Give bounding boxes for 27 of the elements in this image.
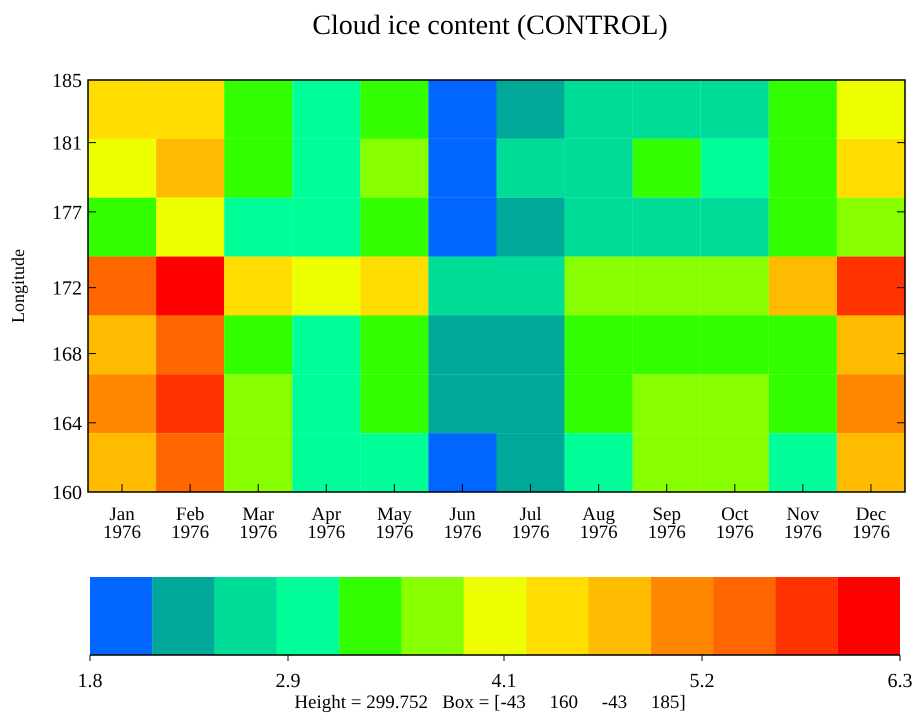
y-tick-label: 164 [52, 412, 82, 435]
color-bar-label: 1.8 [78, 670, 102, 692]
x-tick-label: Apr 1976 [307, 504, 346, 543]
y-tick-label: 160 [52, 482, 82, 504]
x-tick-label: May 1976 [375, 504, 414, 543]
x-tick-label: Feb 1976 [171, 504, 210, 543]
y-tick-label: 172 [52, 278, 82, 300]
x-tick-label: Sep 1976 [648, 504, 686, 543]
x-tick-label: Jun 1976 [443, 504, 482, 543]
y-tick-label: 168 [52, 344, 82, 366]
x-tick-label: Mar 1976 [239, 504, 278, 543]
color-bar-label: 4.1 [492, 670, 516, 692]
color-bar-label: 2.9 [276, 670, 300, 692]
x-tick-label: Nov 1976 [784, 504, 822, 543]
x-tick-label: Oct 1976 [716, 504, 754, 543]
y-tick-label: 185 [52, 70, 82, 92]
y-tick-label: 181 [52, 132, 82, 155]
x-tick-label: Dec 1976 [852, 504, 890, 543]
chart-title: Cloud ice content (CONTROL) [312, 10, 668, 41]
y-tick-label: 177 [52, 202, 82, 224]
y-axis-title: Longitude [8, 249, 28, 323]
color-bar-label: 6.3 [888, 670, 912, 692]
text: Height = 299.752 Box = [-43 160 -43 185] [294, 692, 686, 713]
color-bar-label: 5.2 [690, 670, 714, 692]
x-tick-label: Jul 1976 [512, 504, 550, 543]
x-tick-label: Aug 1976 [580, 504, 618, 543]
x-tick-label: Jan 1976 [103, 504, 142, 543]
